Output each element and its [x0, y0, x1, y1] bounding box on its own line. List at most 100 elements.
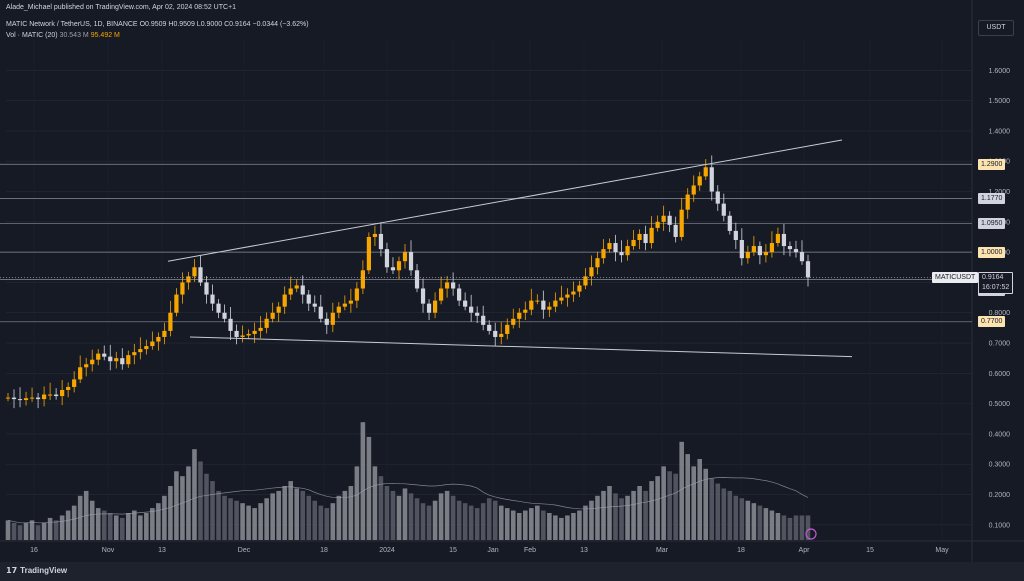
candle-body [451, 282, 456, 289]
volume-bar [372, 466, 378, 540]
tradingview-logo[interactable]: 𝟭𝟳 TradingView [6, 566, 67, 575]
candle-body [252, 330, 257, 334]
volume-bar [625, 495, 630, 540]
volume-bar [156, 503, 161, 540]
x-axis-tick: Jan [487, 547, 498, 554]
candle-body [420, 288, 426, 304]
volume-bar [234, 500, 239, 540]
candle-body [336, 306, 341, 313]
volume-bar [787, 517, 793, 540]
volume-bar [101, 510, 107, 540]
price-label-0.7700[interactable]: 0.7700 [978, 316, 1006, 328]
ohlc-value-l: 0.9000 [200, 21, 223, 28]
candle-body [120, 358, 125, 365]
candle-body [577, 285, 582, 292]
volume-bar [655, 476, 660, 540]
volume-label: Vol · MATIC (20) [6, 32, 58, 39]
candle-body [144, 346, 149, 350]
volume-bar [120, 517, 125, 540]
candle-body [312, 303, 317, 307]
volume-bar [354, 466, 360, 540]
volume-bar [23, 522, 29, 540]
x-axis-tick: 18 [320, 547, 328, 554]
candle-body [396, 261, 402, 271]
volume-bar [366, 436, 372, 540]
candle-body [360, 270, 365, 289]
volume-bar [529, 508, 534, 540]
candle-body [234, 330, 239, 337]
volume-bar [107, 513, 113, 540]
volume-bar [450, 495, 456, 540]
volume-bar [35, 525, 41, 540]
volume-legend[interactable]: Vol · MATIC (20) 30.543 M 95.492 M [6, 32, 120, 39]
tradingview-logo-icon: 𝟭𝟳 [6, 566, 18, 575]
candle-body [426, 303, 432, 313]
candle-body [703, 167, 708, 177]
volume-bar [763, 508, 769, 540]
candle-body [469, 306, 474, 313]
candle-body [17, 399, 23, 401]
y-axis-tick: 0.2000 [989, 492, 1011, 499]
volume-bar [432, 500, 438, 540]
x-axis-tick: 13 [158, 547, 166, 554]
x-axis-tick: Nov [102, 547, 115, 554]
volume-bar [330, 503, 336, 540]
candle-body [799, 252, 805, 262]
candle-body [559, 297, 564, 301]
candle-body [739, 240, 744, 259]
volume-bar [510, 510, 516, 540]
volume-bar [282, 486, 287, 540]
ohlc-label-c: C [222, 21, 230, 28]
candle-body [216, 303, 221, 313]
volume-bar [745, 500, 751, 540]
volume-bar [71, 505, 77, 540]
y-axis-tick: 0.1000 [989, 522, 1011, 529]
volume-bar [77, 495, 83, 540]
ohlc-value-h: 0.9509 [173, 21, 195, 28]
volume-bar [516, 513, 522, 540]
price-label-1.1770[interactable]: 1.1770 [978, 192, 1006, 204]
price-label-1.2900[interactable]: 1.2900 [978, 158, 1006, 170]
candle-body [60, 390, 65, 397]
currency-button[interactable]: USDT [978, 20, 1014, 36]
candle-body [444, 282, 450, 289]
volume-bar [565, 515, 570, 540]
volume-bar [739, 498, 745, 540]
candle-body [613, 243, 618, 253]
symbol-legend[interactable]: MATIC Network / TetherUS, 1D, BINANCE O0… [6, 21, 309, 28]
footer-bar [0, 562, 1024, 581]
volume-bar [480, 503, 486, 540]
current-price-value: 0.9164 [982, 273, 1004, 281]
x-axis-tick: 18 [737, 547, 745, 554]
volume-bar [318, 505, 324, 540]
volume-bar [420, 503, 426, 540]
chart-canvas[interactable]: 1.60001.50001.40001.30001.20001.10001.00… [0, 0, 1024, 562]
volume-bar [559, 517, 564, 540]
volume-bar [474, 508, 480, 540]
candle-body [11, 397, 17, 400]
candle-body [48, 394, 53, 396]
price-label-1.0950[interactable]: 1.0950 [978, 217, 1006, 229]
candle-body [697, 176, 702, 186]
volume-bar [144, 513, 149, 540]
volume-bar [59, 515, 65, 540]
candle-body [90, 359, 95, 365]
symbol-name: MATIC Network / TetherUS, 1D, BINANCE [6, 21, 138, 28]
volume-bar [113, 515, 119, 540]
candle-body [240, 335, 245, 337]
symbol-price-tag: MATICUSDT [932, 271, 979, 283]
candle-body [649, 227, 654, 244]
chart-background [0, 0, 1024, 562]
candle-body [204, 282, 209, 295]
candle-body [222, 312, 227, 319]
volume-bar [306, 495, 312, 540]
volume-bar [444, 490, 450, 540]
volume-bar [438, 493, 444, 540]
candle-body [258, 327, 263, 331]
volume-bar [697, 459, 703, 540]
volume-bar [408, 493, 414, 540]
candle-body [5, 397, 11, 399]
volume-ma-value: 30.543 M [59, 32, 89, 39]
price-label-1.0000[interactable]: 1.0000 [978, 246, 1006, 258]
candle-body [41, 394, 47, 400]
